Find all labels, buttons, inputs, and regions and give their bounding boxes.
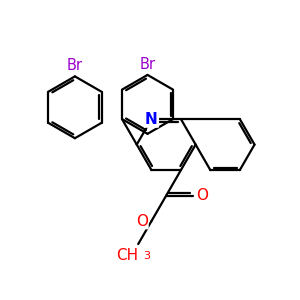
Text: N: N [145,112,158,127]
Text: 3: 3 [143,251,151,261]
Text: Br: Br [67,58,83,73]
Text: O: O [136,214,148,229]
Text: O: O [196,188,208,203]
Text: CH: CH [116,248,138,262]
Text: Br: Br [140,57,155,72]
